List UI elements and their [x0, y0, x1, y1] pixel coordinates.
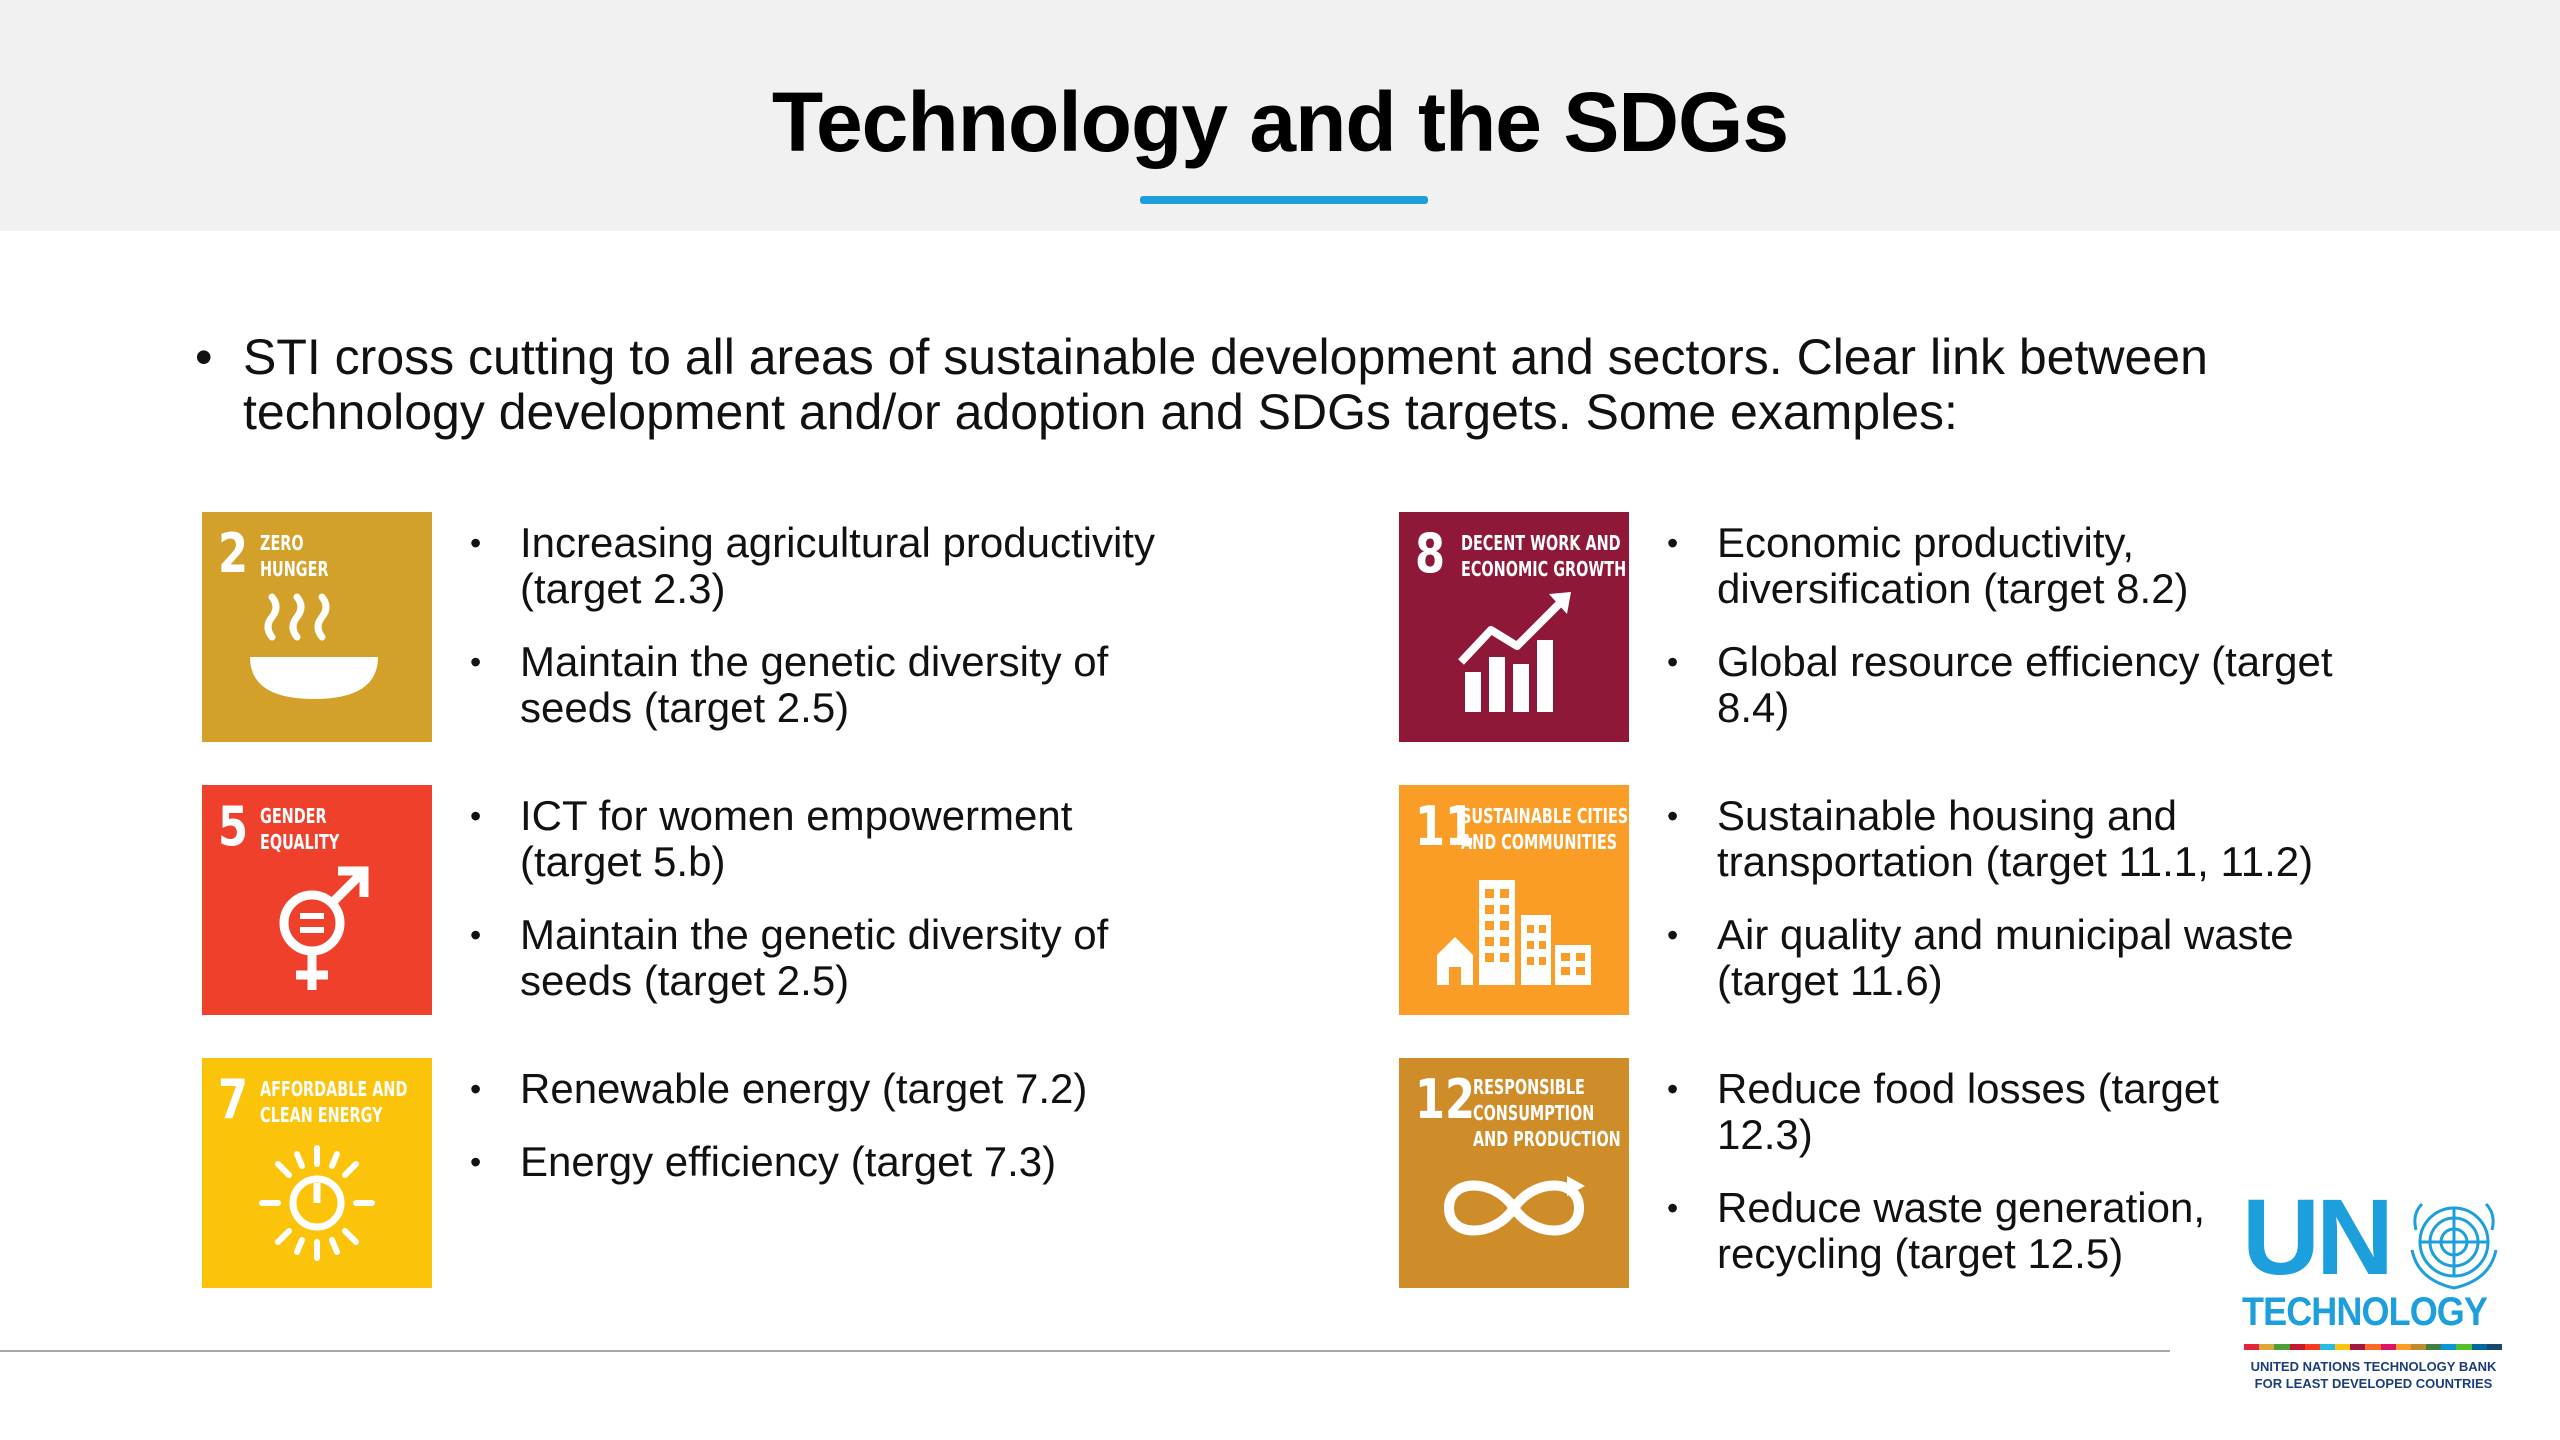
list-item: • Global resource efficiency (target 8.4) [1667, 638, 2333, 731]
logo-technology-text: TECHNOLOGY [2242, 1290, 2488, 1334]
gender-equality-icon [279, 866, 369, 990]
sdg-label: Sustainable cities and communities [1461, 804, 1629, 854]
list-item: • Energy efficiency (target 7.3) [470, 1138, 1057, 1185]
list-item: • Sustainable housing and transportation … [1667, 792, 2314, 885]
list-item: • Air quality and municipal waste (target… [1667, 911, 2294, 1004]
slide-header [0, 0, 2560, 231]
sdg-tile-12: 12 Responsible consumption and production [1399, 1058, 1629, 1288]
logo-un-text: UN [2242, 1176, 2394, 1297]
sdg-number: 5 [218, 795, 249, 858]
un-emblem-icon [2410, 1202, 2498, 1290]
sdg-tile-8: 8 Decent work and economic growth [1399, 512, 1629, 742]
sdg-11-bullets: • Sustainable housing and transportation … [1667, 793, 2387, 1031]
sdg-number: 11 [1415, 795, 1476, 858]
sdg-number: 7 [218, 1068, 249, 1131]
list-item: • Maintain the genetic diversity of seeds… [470, 638, 1109, 731]
slide-title: Technology and the SDGs [771, 75, 1789, 169]
city-buildings-icon [1437, 880, 1591, 985]
sdg-2-bullets: • Increasing agricultural productivity (t… [470, 520, 1170, 758]
footer-divider [0, 1350, 2170, 1352]
sdg-tile-11: 11 Sustainable cities and communities [1399, 785, 1629, 1015]
intro-bullet: • [195, 329, 213, 385]
sdg-number: 12 [1415, 1068, 1476, 1131]
title-underline [1140, 196, 1428, 204]
list-item: • Maintain the genetic diversity of seeds… [470, 911, 1109, 1004]
logo-subtitle: UNITED NATIONS TECHNOLOGY BANK FOR LEAST… [2250, 1359, 2497, 1391]
sdg-label: Zero Hunger [260, 531, 329, 581]
growth-chart-icon [1458, 592, 1571, 712]
sdg-tile-5: 5 Gender Equality [202, 785, 432, 1015]
list-item: • Renewable energy (target 7.2) [470, 1065, 1088, 1112]
infinity-loop-icon [1443, 1176, 1585, 1236]
sdg-12-bullets: • Reduce food losses (target 12.3) • Reduc… [1667, 1066, 2247, 1304]
sdg-8-bullets: • Economic productivity, diversification … [1667, 520, 2387, 758]
list-item: • ICT for women empowerment (target 5.b) [470, 792, 1073, 885]
list-item: • Economic productivity, diversification … [1667, 519, 2189, 612]
bowl-icon [250, 593, 378, 699]
sdg-label: Affordable and clean energy [260, 1077, 408, 1127]
sdg-tile-2: 2 Zero Hunger [202, 512, 432, 742]
sdg-label: Responsible consumption and production [1473, 1075, 1621, 1151]
list-item: • Increasing agricultural productivity (t… [470, 519, 1155, 612]
sdg-7-bullets: • Renewable energy (target 7.2) • Energy e… [470, 1066, 1170, 1212]
logo-color-stripe [2244, 1344, 2502, 1350]
un-technology-bank-logo: UN TECHNOLOGY UNITED NATIONS TECHNOLOGY … [2236, 1182, 2516, 1410]
intro-text: STI cross cutting to all areas of sustai… [243, 329, 2208, 440]
sdg-5-bullets: • ICT for women empowerment (target 5.b) … [470, 793, 1170, 1031]
list-item: • Reduce food losses (target 12.3) [1667, 1065, 2219, 1158]
sdg-label: Decent work and economic growth [1461, 531, 1627, 581]
sun-power-icon [259, 1145, 375, 1261]
sdg-number: 2 [218, 522, 249, 585]
sdg-label: Gender Equality [260, 804, 340, 854]
sdg-tile-7: 7 Affordable and clean energy [202, 1058, 432, 1288]
list-item: • Reduce waste generation, recycling (tar… [1667, 1184, 2205, 1277]
sdg-number: 8 [1415, 522, 1446, 585]
